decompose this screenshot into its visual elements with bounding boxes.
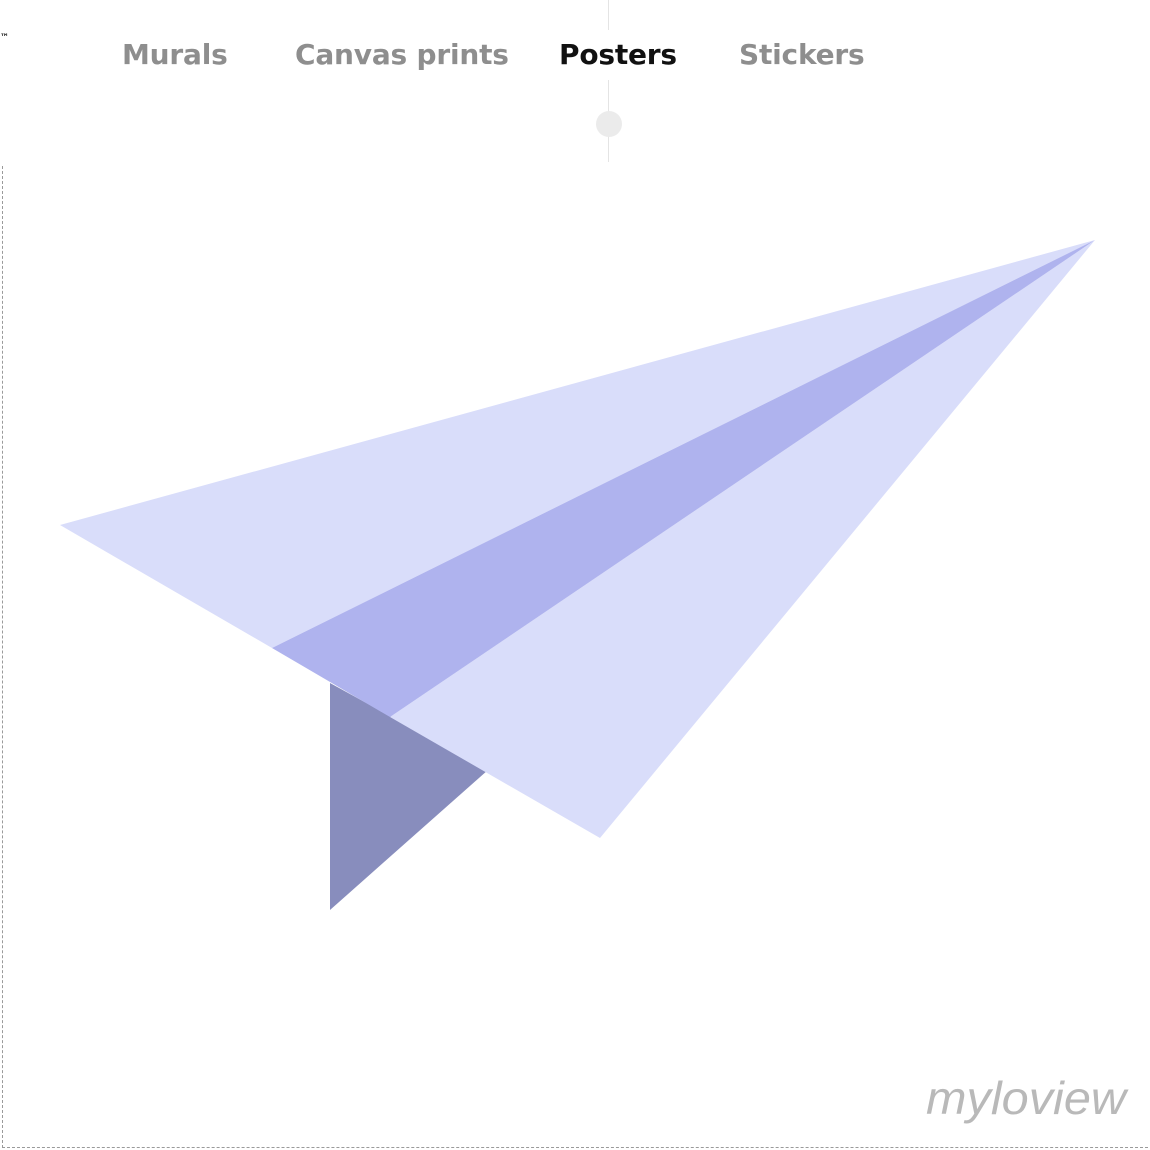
tab-canvas-prints[interactable]: Canvas prints [295, 38, 509, 71]
active-tab-indicator-line-top [608, 0, 609, 30]
product-preview-frame [2, 166, 1148, 1148]
tab-posters[interactable]: Posters [559, 38, 677, 71]
watermark-text: myloview [926, 1072, 1129, 1124]
tab-murals[interactable]: Murals [122, 38, 228, 71]
trademark-mark: ™ [0, 33, 9, 43]
product-type-tabs: Murals Canvas prints Posters Stickers [0, 0, 1150, 165]
tab-stickers[interactable]: Stickers [739, 38, 865, 71]
active-tab-indicator-dot [596, 111, 622, 137]
watermark-logo: myloview [926, 1072, 1129, 1124]
